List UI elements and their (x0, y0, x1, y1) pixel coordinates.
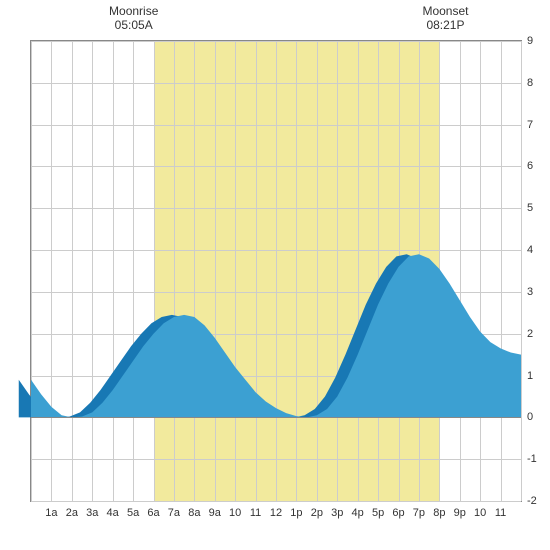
y-tick-label: 8 (527, 77, 533, 89)
x-tick-label: 9a (209, 507, 221, 519)
x-tick-label: 7a (168, 507, 180, 519)
x-tick-label: 2a (66, 507, 78, 519)
x-tick-label: 6a (147, 507, 159, 519)
moonrise-time: 05:05A (109, 18, 158, 32)
y-tick-label: -1 (527, 453, 537, 465)
moonset-title: Moonset (422, 4, 468, 18)
x-tick-label: 12 (270, 507, 282, 519)
x-tick-label: 5p (372, 507, 384, 519)
x-tick-label: 2p (311, 507, 323, 519)
moonset-label: Moonset 08:21P (422, 4, 468, 32)
x-tick-label: 3a (86, 507, 98, 519)
x-tick-label: 5a (127, 507, 139, 519)
y-tick-label: 1 (527, 370, 533, 382)
x-tick-label: 9p (454, 507, 466, 519)
tide-chart: 1a2a3a4a5a6a7a8a9a1011121p2p3p4p5p6p7p8p… (0, 0, 550, 550)
y-tick-label: 2 (527, 328, 533, 340)
y-tick-label: 5 (527, 202, 533, 214)
moonrise-label: Moonrise 05:05A (109, 4, 158, 32)
y-tick-label: 3 (527, 286, 533, 298)
y-tick-label: 0 (527, 411, 533, 423)
y-tick-label: 9 (527, 35, 533, 47)
moonrise-title: Moonrise (109, 4, 158, 18)
zero-line (31, 417, 521, 418)
moonset-time: 08:21P (422, 18, 468, 32)
x-tick-label: 10 (229, 507, 241, 519)
x-tick-label: 1p (290, 507, 302, 519)
x-tick-label: 11 (250, 507, 261, 519)
y-tick-label: 6 (527, 160, 533, 172)
y-tick-label: 7 (527, 119, 533, 131)
x-tick-label: 11 (495, 507, 506, 519)
x-tick-label: 10 (474, 507, 486, 519)
x-tick-label: 4a (107, 507, 119, 519)
x-tick-label: 7p (413, 507, 425, 519)
plot-area: 1a2a3a4a5a6a7a8a9a1011121p2p3p4p5p6p7p8p… (30, 40, 522, 502)
x-tick-label: 8p (433, 507, 445, 519)
y-tick-label: -2 (527, 495, 537, 507)
y-tick-label: 4 (527, 244, 533, 256)
tide-curve (31, 41, 521, 501)
x-tick-label: 3p (331, 507, 343, 519)
x-tick-label: 8a (188, 507, 200, 519)
x-tick-label: 6p (392, 507, 404, 519)
x-tick-label: 4p (352, 507, 364, 519)
x-tick-label: 1a (45, 507, 57, 519)
